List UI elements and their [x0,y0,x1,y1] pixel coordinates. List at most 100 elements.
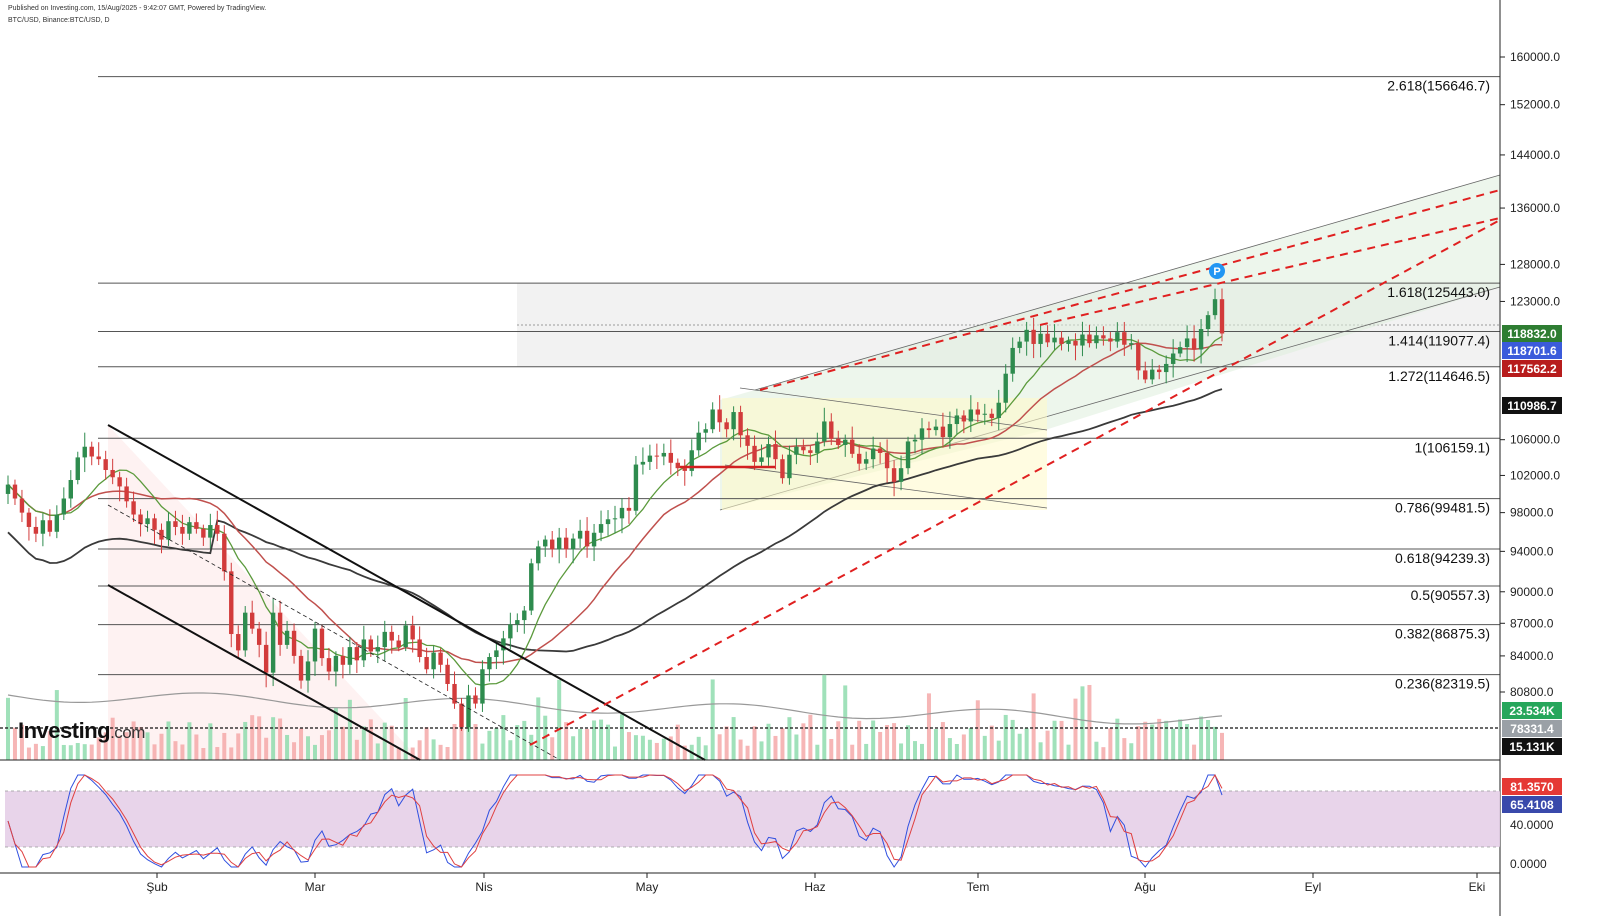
candle-body [152,518,157,530]
y-tick-label: 152000.0 [1510,98,1560,112]
candle-body [829,421,834,439]
candle-body [661,452,667,457]
candle-body [1219,299,1225,334]
stoch-badge-bg [1502,796,1562,813]
volume-bar [682,745,687,760]
candle-body [787,454,792,479]
volume-bar [982,735,987,760]
volume-bar [1101,747,1106,760]
volume-bar [1059,720,1064,760]
candle-body [591,532,597,547]
volume-bar [361,726,366,760]
volume-bar [1178,719,1183,760]
volume-bar [138,727,143,760]
candle-body [494,650,499,658]
candle-body [459,703,464,728]
candle-body [229,571,234,635]
fib-label: 1.618(125443.0) [1387,284,1490,300]
volume-bar [794,734,799,760]
price-badge: 110986.7 [1507,399,1557,413]
candle-body [1094,335,1099,344]
candle-body [438,652,443,665]
volume-bar [1136,726,1141,760]
volume-bar [1164,720,1169,760]
y-tick-label: 87000.0 [1510,616,1554,630]
volume-bar [675,724,680,760]
candle-body [445,664,450,684]
volume-bar [1150,724,1155,760]
volume-bar [619,714,624,760]
candle-body [124,486,129,502]
volume-bar [271,717,276,760]
candle-body [236,634,241,651]
volume-bar [278,718,283,760]
candle-body [647,455,653,462]
candle-body [47,520,53,532]
volume-bar [724,726,729,760]
volume-bar [292,742,297,760]
candle-body [877,448,883,453]
candle-body [138,514,143,525]
candle-body [452,683,457,704]
candle-body [1080,334,1085,346]
volume-bar [1171,728,1176,760]
candle-body [1198,329,1204,350]
volume-bar [19,724,24,760]
candle-body [1136,343,1141,371]
candle-body [1157,369,1162,373]
volume-bar [954,744,959,760]
volume-bar [696,736,701,760]
candle-body [75,457,80,481]
candle-body [1087,334,1092,344]
volume-bar [215,747,220,760]
volume-bar [731,717,736,760]
volume-bar [717,734,722,760]
candle-body [563,537,569,550]
candle-body [996,402,1001,419]
stoch-tick-label: 0.0000 [1510,857,1547,871]
volume-bar [585,728,590,760]
candle-body [717,409,722,423]
volume-bar [368,719,373,760]
y-tick-label: 98000.0 [1510,506,1554,520]
volume-bar [452,723,457,760]
volume-bar [61,744,66,760]
candle-body [1115,332,1120,342]
upper-red-line [1039,217,1501,326]
volume-bar [1052,720,1057,760]
candle-body [19,498,25,513]
candle-body [619,507,625,519]
volume-bar [961,734,966,760]
candle-body [103,459,108,470]
stoch-tick-label: 40.0000 [1510,818,1554,832]
time-axis: Şub Mar Nis May Haz Tem Ağu Eyl Eki [146,873,1485,894]
candle-body [1170,353,1176,364]
candle-body [145,518,150,525]
volume-bar [1073,698,1078,760]
candle-body [1003,373,1008,403]
fib-label: 2.618(156646.7) [1387,78,1490,94]
volume-bar [703,745,708,760]
volume-bar [33,743,38,760]
candle-body [215,525,220,534]
candle-body [284,630,290,645]
candle-body [1191,338,1197,350]
candle-body [1031,329,1036,344]
volume-bar [564,722,569,760]
candles [5,288,1225,732]
candle-body [689,450,694,471]
volume-bar [466,717,471,760]
candle-body [1052,337,1057,343]
volume-bar [933,729,938,760]
candle-body [515,620,520,625]
candle-body [919,428,925,440]
candle-body [305,661,311,681]
candle-body [319,628,325,659]
volume-bar [1213,726,1218,760]
candle-body [884,452,890,469]
volume-bar [306,736,311,760]
candle-body [982,413,987,415]
down-channel-fill [108,425,420,760]
volume-bar [480,743,485,760]
